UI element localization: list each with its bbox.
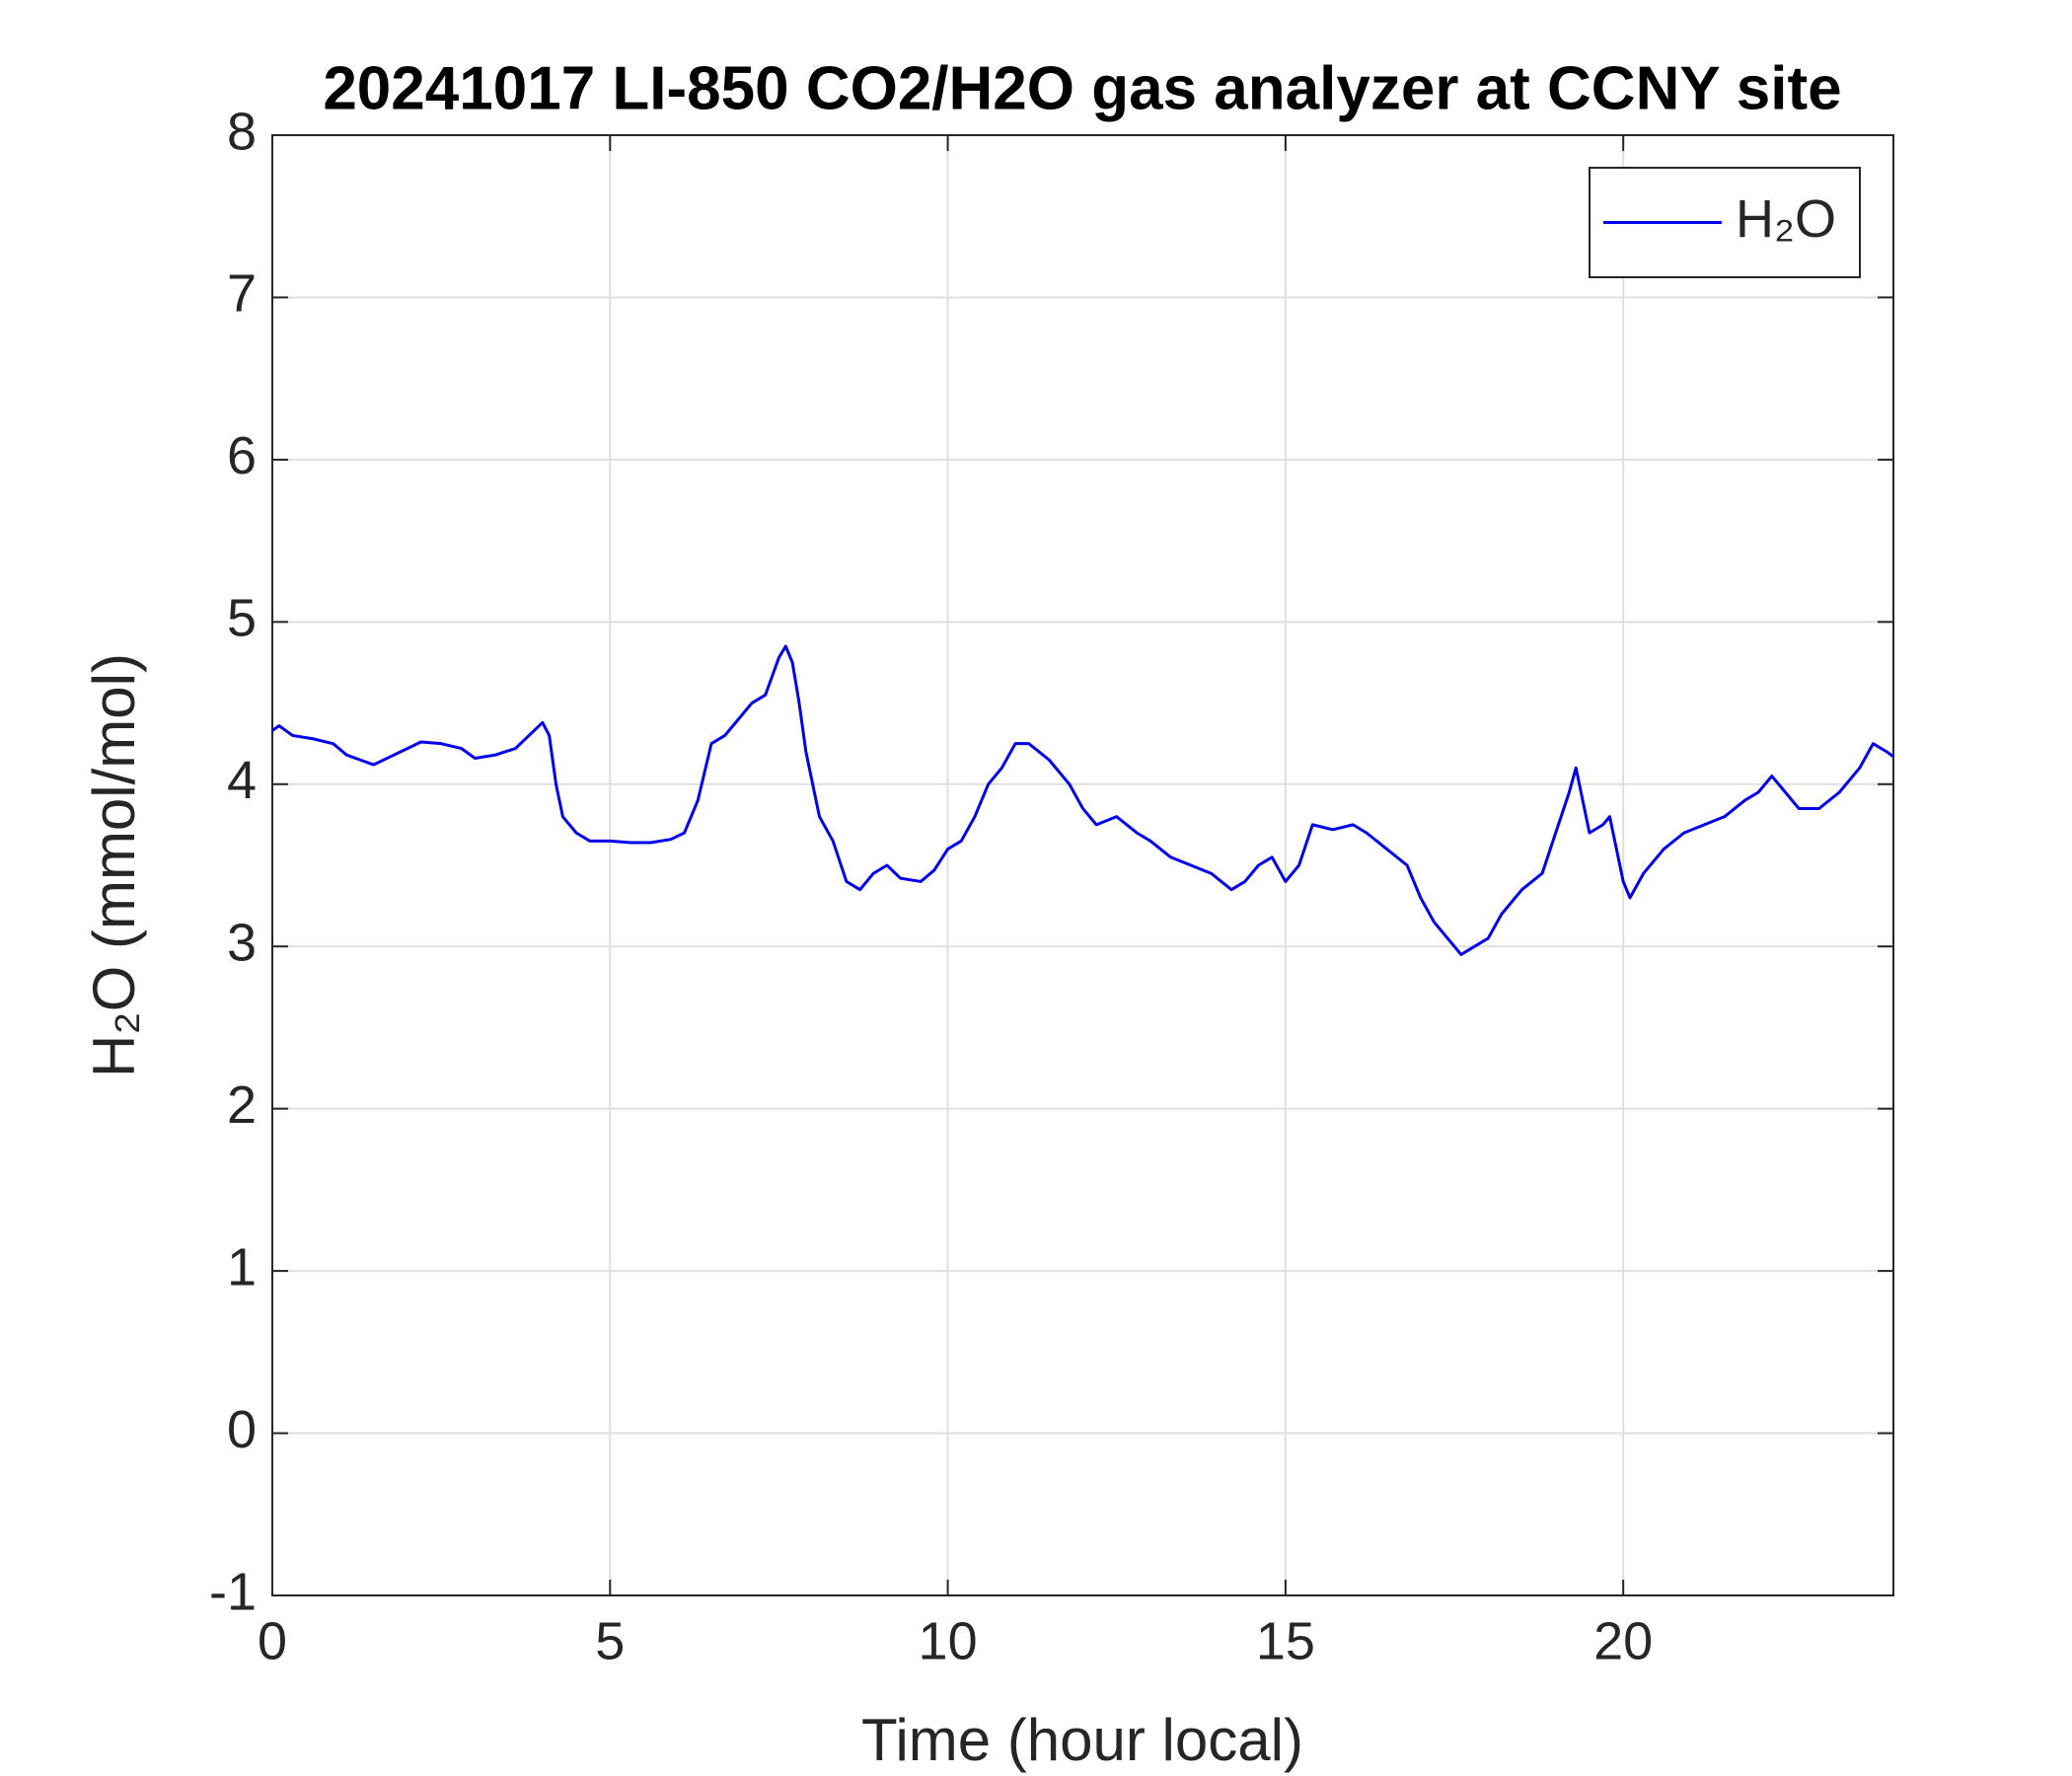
y-axis-label: H₂O (mmol/mol): [81, 653, 147, 1077]
y-tick-label: 3: [227, 913, 257, 972]
x-tick-label: 20: [1593, 1611, 1653, 1670]
y-tick-label: 6: [227, 426, 257, 485]
x-tick-label: 0: [258, 1611, 287, 1670]
y-tick-label: 0: [227, 1400, 257, 1459]
y-tick-label: -1: [209, 1562, 257, 1621]
x-tick-label: 5: [595, 1611, 625, 1670]
x-tick-label: 10: [919, 1611, 978, 1670]
legend-label: H₂O: [1736, 189, 1836, 249]
y-tick-label: 1: [227, 1237, 257, 1296]
y-tick-label: 4: [227, 751, 257, 810]
y-tick-label: 7: [227, 264, 257, 324]
chart-title: 20241017 LI-850 CO2/H2O gas analyzer at …: [323, 54, 1841, 122]
y-tick-label: 5: [227, 589, 257, 648]
y-tick-label: 2: [227, 1075, 257, 1135]
x-tick-label: 15: [1256, 1611, 1315, 1670]
data-line: [271, 644, 1894, 956]
x-axis-label: Time (hour local): [861, 1707, 1303, 1773]
y-tick-label: 8: [227, 102, 257, 161]
plot-frame: [271, 134, 1894, 1596]
